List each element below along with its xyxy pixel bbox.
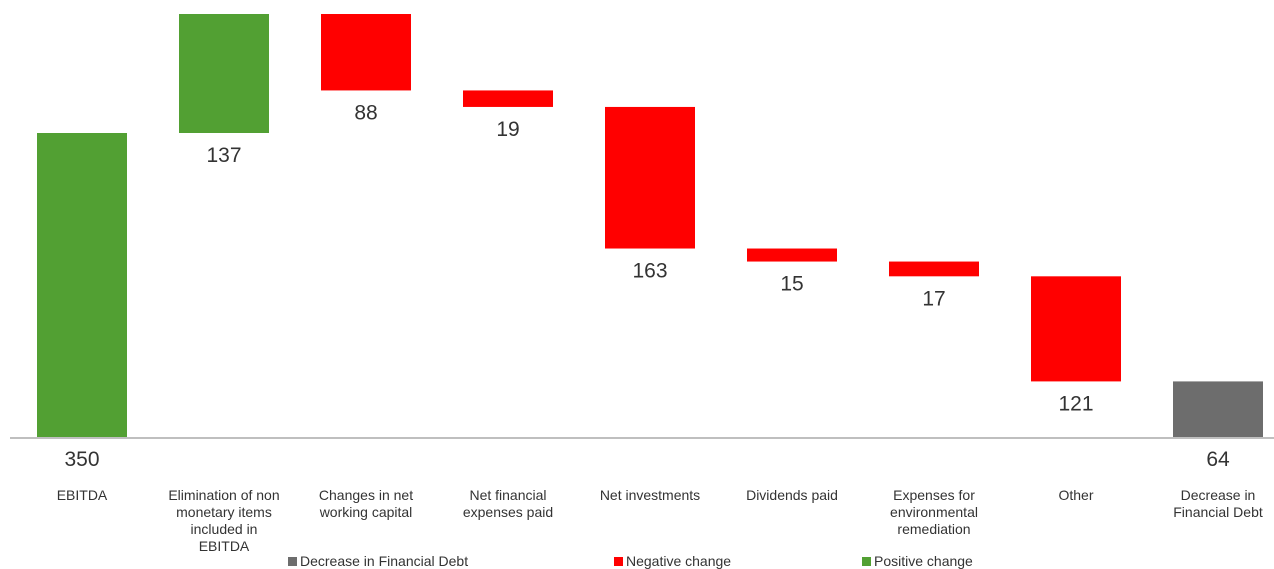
category-label-line: Expenses for <box>893 487 975 503</box>
legend-item-negative: Negative change <box>614 553 731 569</box>
category-label-line: expenses paid <box>463 504 553 520</box>
category-label-line: Dividends paid <box>746 487 838 503</box>
category-label-line: environmental <box>890 504 978 520</box>
value-label-elimination: 137 <box>206 144 241 167</box>
value-label-ebitda: 350 <box>64 448 99 471</box>
legend-item-positive: Positive change <box>862 553 973 569</box>
bar-working-capital <box>321 14 411 91</box>
category-label-working-capital: Changes in net working capital <box>319 487 414 520</box>
legend: Decrease in Financial Debt Negative chan… <box>0 553 1274 569</box>
bar-decrease-debt <box>1173 381 1263 437</box>
value-label-net-investments: 163 <box>632 260 667 283</box>
category-label-line: Net financial <box>469 487 546 503</box>
category-label-financial-expenses: Net financial expenses paid <box>463 487 553 520</box>
category-label-line: Elimination of non <box>168 487 279 503</box>
legend-swatch-negative <box>614 557 623 566</box>
category-label-ebitda: EBITDA <box>57 487 108 503</box>
category-label-line: Net investments <box>600 487 700 503</box>
bar-financial-expenses <box>463 90 553 107</box>
bar-other <box>1031 276 1121 382</box>
category-label-line: remediation <box>897 521 970 537</box>
value-label-other: 121 <box>1058 392 1093 415</box>
category-label-line: working capital <box>319 504 413 520</box>
category-label-line: Changes in net <box>319 487 413 503</box>
bar-environmental <box>889 261 979 277</box>
bars-group <box>37 14 1263 437</box>
value-label-dividends: 15 <box>780 273 803 296</box>
category-label-net-investments: Net investments <box>600 487 700 503</box>
category-labels-group: EBITDA Elimination of non monetary items in… <box>57 487 1263 553</box>
category-label-other: Other <box>1058 487 1093 503</box>
category-label-decrease-debt: Decrease in Financial Debt <box>1173 487 1263 520</box>
legend-label-total: Decrease in Financial Debt <box>300 553 469 569</box>
legend-item-total: Decrease in Financial Debt <box>288 553 468 569</box>
legend-label-negative: Negative change <box>626 553 732 569</box>
category-label-line: included in <box>191 521 258 537</box>
category-label-dividends: Dividends paid <box>746 487 838 503</box>
category-label-line: monetary items <box>176 504 272 520</box>
bar-dividends <box>747 248 837 262</box>
category-label-line: Financial Debt <box>1173 504 1263 520</box>
legend-swatch-total <box>288 557 297 566</box>
value-label-environmental: 17 <box>922 287 945 310</box>
value-label-financial-expenses: 19 <box>496 118 519 141</box>
value-label-working-capital: 88 <box>354 101 377 124</box>
bar-elimination <box>179 14 269 133</box>
category-label-line: EBITDA <box>57 487 108 503</box>
legend-label-positive: Positive change <box>874 553 973 569</box>
category-label-elimination: Elimination of non monetary items included… <box>168 487 279 553</box>
value-label-decrease-debt: 64 <box>1206 448 1230 471</box>
category-label-line: Other <box>1058 487 1093 503</box>
category-label-line: EBITDA <box>199 538 250 553</box>
category-label-environmental: Expenses for environmental remediation <box>890 487 978 537</box>
bar-ebitda <box>37 133 127 437</box>
category-label-line: Decrease in <box>1181 487 1256 503</box>
value-labels-group: 350 137 88 19 163 15 17 121 64 <box>64 101 1230 471</box>
bar-net-investments <box>605 106 695 249</box>
legend-swatch-positive <box>862 557 871 566</box>
